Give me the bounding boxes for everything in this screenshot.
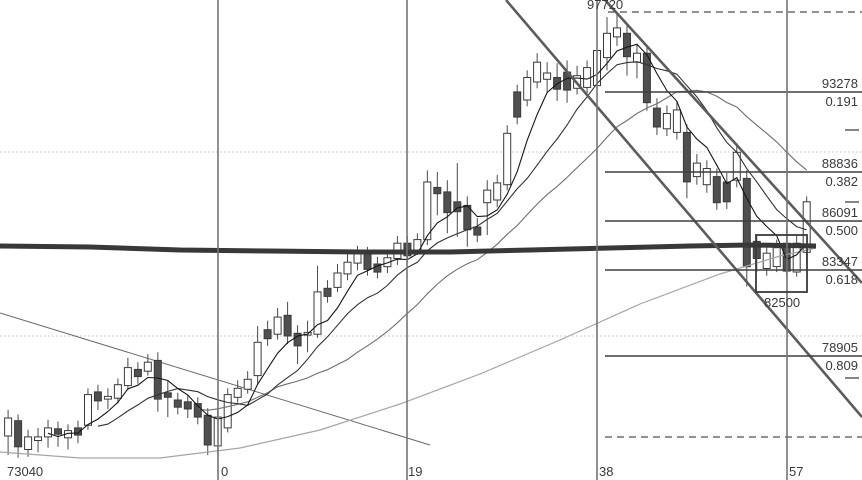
candle-bullish <box>243 378 252 390</box>
candle-bearish <box>363 253 372 270</box>
candle-bearish <box>722 181 731 203</box>
candle-bullish <box>533 61 542 83</box>
candle-bearish <box>183 401 192 410</box>
x-axis-label-57: 57 <box>789 464 803 479</box>
fib-price-label: 88836 <box>822 156 858 171</box>
candle-bearish <box>74 427 82 436</box>
candle-bullish <box>543 72 552 80</box>
candles-group <box>4 12 811 458</box>
fib-price-label: 83347 <box>822 254 858 269</box>
candle-bearish <box>14 420 23 448</box>
fib-price-label: 93278 <box>822 76 858 91</box>
x-axis-label-73040: 73040 <box>7 464 43 479</box>
candle-bullish <box>343 261 352 275</box>
candle-bearish <box>293 332 302 347</box>
candle-bullish <box>313 291 322 335</box>
candle-bearish <box>623 32 631 58</box>
swing-high-price-label: 97720 <box>587 0 623 12</box>
consolidation-box[interactable] <box>755 234 808 293</box>
candle-bullish <box>383 257 392 268</box>
candle-bullish <box>633 52 641 63</box>
candle-bearish <box>682 131 691 183</box>
candle-bullish <box>333 272 342 288</box>
fib-ratio-label: 0.618 <box>825 272 858 287</box>
fib-ratio-label: 0.382 <box>825 174 858 189</box>
candle-bearish <box>283 314 292 337</box>
candle-bullish <box>273 316 282 335</box>
candle-bearish <box>163 392 172 398</box>
fib-ratio-label: 0.191 <box>825 94 858 109</box>
candle-bullish <box>44 427 52 438</box>
fib-price-label: 86091 <box>822 205 858 220</box>
candle-bullish <box>792 242 801 273</box>
candle-bearish <box>54 428 62 435</box>
candle-bullish <box>233 387 242 398</box>
moving-average-fast <box>47 43 808 438</box>
candle-bullish <box>123 367 132 387</box>
x-axis-label-38: 38 <box>599 464 613 479</box>
candle-bearish <box>642 52 651 104</box>
candle-bullish <box>253 341 262 377</box>
candle-bearish <box>323 287 332 297</box>
fib-ratio-label: 0.500 <box>825 223 858 238</box>
candle-bullish <box>702 168 711 186</box>
candle-bearish <box>153 359 162 400</box>
box-low-price-label: 82500 <box>764 295 800 310</box>
candle-bearish <box>203 414 212 446</box>
candle-bullish <box>4 417 13 437</box>
moving-average-slowest <box>0 247 817 459</box>
candle-bearish <box>433 186 442 195</box>
candle-bearish <box>133 368 142 378</box>
candle-bullish <box>662 113 671 130</box>
candle-bullish <box>692 162 701 178</box>
candle-bearish <box>93 391 102 402</box>
candle-bullish <box>423 181 432 241</box>
moving-average-thick <box>0 242 817 255</box>
candle-bullish <box>143 361 152 372</box>
moving-average-mid <box>97 61 807 427</box>
fib-price-label: 78905 <box>822 340 858 355</box>
descending-channel-line[interactable] <box>604 0 862 284</box>
candle-bearish <box>652 107 661 128</box>
candle-bearish <box>742 177 751 268</box>
candle-bearish <box>712 176 721 204</box>
candle-bearish <box>443 191 452 214</box>
candle-bullish <box>493 182 502 201</box>
candle-bullish <box>353 252 362 264</box>
candle-bullish <box>483 189 492 204</box>
candle-bullish <box>84 394 92 426</box>
candle-bearish <box>513 91 522 118</box>
candle-bullish <box>503 132 512 186</box>
candle-bearish <box>473 226 482 236</box>
x-axis-label-19: 19 <box>408 464 422 479</box>
candle-bullish <box>672 109 681 133</box>
candle-bullish <box>223 394 232 429</box>
candle-bullish <box>103 395 112 400</box>
candle-bullish <box>613 27 621 38</box>
minor-downtrend-line[interactable] <box>0 312 431 446</box>
x-axis-label-0: 0 <box>221 464 228 479</box>
candle-bearish <box>173 399 182 408</box>
descending-channel-line[interactable] <box>505 0 862 418</box>
candle-bullish <box>603 32 611 59</box>
candle-bullish <box>34 436 42 441</box>
fib-ratio-label: 0.809 <box>825 358 858 373</box>
candle-bullish <box>113 384 122 399</box>
candle-bearish <box>193 403 202 418</box>
candle-bullish <box>523 77 532 101</box>
candle-bullish <box>24 436 33 450</box>
candle-bearish <box>263 329 272 340</box>
